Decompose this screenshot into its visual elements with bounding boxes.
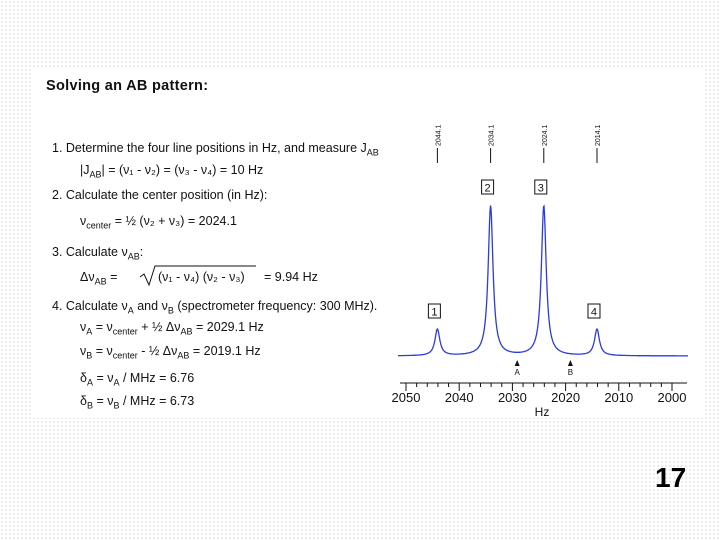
step-2: 2. Calculate the center position (in Hz)… xyxy=(52,188,268,202)
va-rhs1: = ν xyxy=(92,320,113,334)
peak-labels: 1 2 3 4 xyxy=(427,179,601,319)
step-3-colon: : xyxy=(139,245,144,259)
peak-position-labels: 2044.1 2034.1 2024.1 2014.1 xyxy=(435,124,602,163)
peak-position-label: 2034.1 xyxy=(489,124,496,146)
jab-sub: AB xyxy=(89,169,102,180)
x-axis-label: Hz xyxy=(535,405,550,419)
da-rhs: = ν xyxy=(92,371,114,385)
va-result: = 2029.1 Hz xyxy=(192,320,264,334)
step-4-rest: and ν xyxy=(137,299,168,313)
step-1-text: 1. Determine the four line positions in … xyxy=(52,141,367,155)
da-sub2: A xyxy=(113,377,120,388)
page-number: 17 xyxy=(655,462,687,493)
peak-number: 1 xyxy=(431,307,437,319)
dv-sub: AB xyxy=(94,276,107,287)
vb-result: = 2019.1 Hz xyxy=(189,344,261,358)
slide-panel xyxy=(33,68,703,418)
vb-sub: B xyxy=(86,350,93,361)
va-lhs: ν xyxy=(80,320,87,334)
db-result: / MHz = 6.73 xyxy=(119,394,195,408)
vb-lhs: ν xyxy=(80,344,87,358)
x-tick-label: 2010 xyxy=(604,390,633,405)
center-arrow xyxy=(567,360,573,366)
equation-delta-b: δB = νB / MHz = 6.73 xyxy=(80,394,194,411)
x-tick-label: 2050 xyxy=(392,390,421,405)
peak-box xyxy=(534,179,548,195)
equation-dv: ΔνAB = xyxy=(80,270,117,287)
db-sub: B xyxy=(86,400,93,411)
spectrum-line xyxy=(398,204,688,357)
center-label: B xyxy=(568,368,573,377)
x-tick-label: 2040 xyxy=(445,390,474,405)
peak-number: 2 xyxy=(485,183,491,195)
x-tick-label: 2030 xyxy=(498,390,527,405)
dv-radicand: (ν₁ - ν₄) (ν₂ - ν₃) xyxy=(158,270,245,284)
va-sub3: AB xyxy=(180,326,193,337)
sqrt-sign xyxy=(139,265,256,287)
step-3-sub: AB xyxy=(127,251,140,262)
peak-position-label: 2044.1 xyxy=(435,124,442,146)
x-axis-tick-labels: 2050 2040 2030 2020 2010 2000 xyxy=(392,390,687,405)
db-lhs: δ xyxy=(80,394,87,408)
da-lhs: δ xyxy=(80,371,87,385)
step-4-sub-a: A xyxy=(127,305,134,316)
equation-vb: νB = νcenter - ½ ΔνAB = 2019.1 Hz xyxy=(80,344,261,361)
jab-rest: | = (ν₁ - ν₂) = (ν₃ - ν₄) = 10 Hz xyxy=(101,163,264,177)
x-axis-minor-ticks xyxy=(405,383,673,391)
step-3-text: 3. Calculate ν xyxy=(52,245,128,259)
vb-rhs2: - ½ Δν xyxy=(137,344,178,358)
step-4-sub-b: B xyxy=(167,305,174,316)
db-rhs: = ν xyxy=(92,394,114,408)
peak-number: 3 xyxy=(538,183,544,195)
vb-sub3: AB xyxy=(177,350,190,361)
peak-position-label: 2014.1 xyxy=(595,124,602,146)
center-rhs: = ½ (ν₂ + ν₃) = 2024.1 xyxy=(111,214,237,228)
step-1-sub: AB xyxy=(366,147,379,158)
page-title: Solving an AB pattern: xyxy=(46,78,209,94)
vb-rhs1: = ν xyxy=(92,344,113,358)
x-tick-label: 2000 xyxy=(658,390,687,405)
peak-number: 4 xyxy=(591,307,597,319)
peak-position-label: 2024.1 xyxy=(542,124,549,146)
step-4-text: 4. Calculate ν xyxy=(52,299,128,313)
equation-center: νcenter = ½ (ν₂ + ν₃) = 2024.1 xyxy=(80,214,237,231)
equation-jab: |JAB| = (ν₁ - ν₂) = (ν₃ - ν₄) = 10 Hz xyxy=(80,163,263,180)
dv-result: = 9.94 Hz xyxy=(264,270,318,284)
step-3: 3. Calculate νAB: xyxy=(52,245,143,262)
step-4-tail: (spectrometer frequency: 300 MHz). xyxy=(177,299,378,313)
va-sub2: center xyxy=(112,326,138,337)
dv-lhs: Δν xyxy=(80,270,95,284)
equation-va: νA = νcenter + ½ ΔνAB = 2029.1 Hz xyxy=(80,320,264,337)
da-result: / MHz = 6.76 xyxy=(119,371,195,385)
va-sub: A xyxy=(86,326,93,337)
vb-sub2: center xyxy=(112,350,138,361)
peak-box xyxy=(587,303,601,319)
da-sub: A xyxy=(86,377,93,388)
center-lhs: ν xyxy=(80,214,87,228)
x-tick-label: 2020 xyxy=(551,390,580,405)
center-sub: center xyxy=(86,220,112,231)
equation-delta-a: δA = νA / MHz = 6.76 xyxy=(80,371,194,388)
jab-lhs: |J xyxy=(80,163,90,177)
step-4: 4. Calculate νA and νB (spectrometer fre… xyxy=(52,299,377,316)
step-1: 1. Determine the four line positions in … xyxy=(52,141,379,158)
va-rhs2: + ½ Δν xyxy=(137,320,181,334)
dv-eq: = xyxy=(106,270,118,284)
peak-box xyxy=(481,179,495,195)
db-sub2: B xyxy=(113,400,120,411)
center-label: A xyxy=(515,368,521,377)
peak-box xyxy=(427,303,441,319)
center-arrow xyxy=(514,360,520,366)
